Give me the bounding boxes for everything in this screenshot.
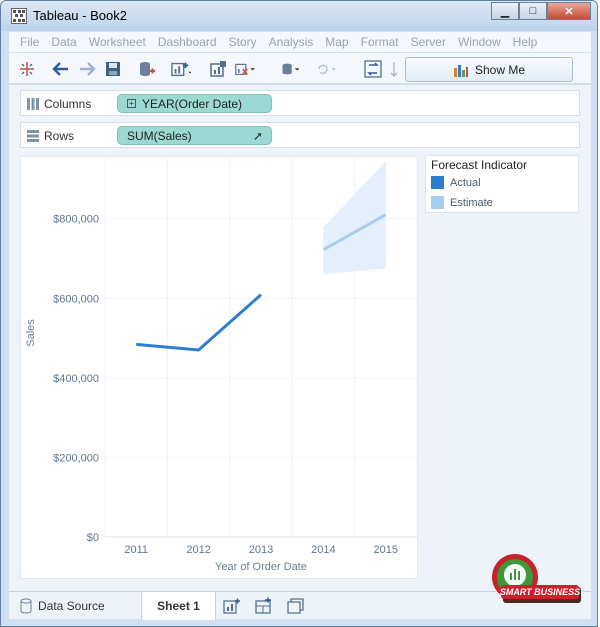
columns-icon	[27, 98, 39, 110]
menu-bar: File Data Worksheet Dashboard Story Anal…	[9, 32, 591, 52]
new-data-source-icon[interactable]	[137, 59, 157, 79]
sheet-1-tab[interactable]: Sheet 1	[142, 592, 216, 620]
legend-item-actual[interactable]: Actual	[431, 176, 481, 189]
worksheet-area: Columns + YEAR(Order Date) Rows SUM(Sale…	[9, 85, 591, 591]
x-axis-label: Year of Order Date	[215, 561, 307, 573]
menu-data[interactable]: Data	[51, 35, 77, 49]
status-bar: Data Source Sheet 1	[9, 591, 591, 620]
y-tick-label: $0	[87, 532, 99, 544]
show-me-label: Show Me	[474, 62, 526, 77]
y-tick-label: $600,000	[53, 293, 99, 305]
expand-plus-icon[interactable]: +	[127, 99, 136, 108]
columns-shelf[interactable]: Columns + YEAR(Order Date)	[20, 90, 580, 116]
rows-pill[interactable]: SUM(Sales) ➚	[117, 126, 272, 145]
y-tick-label: $200,000	[53, 452, 99, 464]
columns-pill-label: YEAR(Order Date)	[142, 96, 243, 111]
menu-dashboard[interactable]: Dashboard	[157, 35, 217, 49]
legend-swatch-estimate	[431, 196, 444, 209]
tableau-app-icon	[11, 8, 27, 24]
forward-arrow-icon[interactable]	[77, 59, 97, 79]
menu-file[interactable]: File	[20, 35, 40, 49]
window-title: Tableau - Book2	[33, 8, 127, 23]
forecast-legend: Forecast Indicator Actual Estimate	[425, 155, 579, 213]
new-story-tab-icon[interactable]	[287, 597, 305, 615]
legend-title: Forecast Indicator	[431, 158, 528, 172]
data-source-tab-label: Data Source	[38, 599, 105, 613]
menu-format[interactable]: Format	[360, 35, 399, 49]
data-source-tab[interactable]: Data Source	[9, 592, 142, 620]
menu-window[interactable]: Window	[457, 35, 501, 49]
x-tick-label: 2013	[249, 544, 273, 556]
refresh-icon[interactable]	[317, 59, 337, 79]
close-button[interactable]: ✕	[547, 2, 591, 20]
menu-worksheet[interactable]: Worksheet	[88, 35, 146, 49]
trend-arrow-icon: ➚	[252, 129, 263, 143]
y-axis-label: Sales	[25, 319, 37, 347]
data-source-tab-icon	[20, 598, 32, 614]
x-tick-label: 2014	[311, 544, 335, 556]
columns-label: Columns	[44, 97, 92, 111]
y-tick-label: $400,000	[53, 373, 99, 385]
maximize-button[interactable]: □	[519, 2, 547, 20]
rows-pill-label: SUM(Sales)	[127, 128, 192, 143]
series-line-estimate[interactable]	[322, 213, 387, 252]
back-arrow-icon[interactable]	[51, 59, 71, 79]
legend-label-estimate: Estimate	[450, 196, 493, 209]
new-dashboard-tab-icon[interactable]	[255, 597, 273, 615]
x-tick-label: 2012	[186, 544, 210, 556]
y-tick-label: $800,000	[53, 214, 99, 226]
bar-chart-icon	[453, 64, 468, 77]
menu-story[interactable]: Story	[228, 35, 257, 49]
legend-label-actual: Actual	[450, 176, 481, 189]
new-worksheet-tab-icon[interactable]	[223, 597, 241, 615]
menu-map[interactable]: Map	[325, 35, 349, 49]
smart-business-logo: SMART BUSINESS	[487, 551, 587, 615]
sheet-1-tab-label: Sheet 1	[157, 599, 200, 613]
menu-help[interactable]: Help	[512, 35, 538, 49]
rows-icon	[27, 130, 39, 142]
title-bar[interactable]: Tableau - Book2 ▁ □ ✕	[1, 1, 597, 31]
x-tick-label: 2011	[124, 544, 148, 556]
duplicate-icon[interactable]	[209, 59, 229, 79]
rows-label: Rows	[44, 129, 75, 143]
swap-icon[interactable]	[363, 59, 383, 79]
sort-icon[interactable]	[387, 59, 407, 79]
line-chart[interactable]: $0 $200,000 $400,000 $600,000 $800,000 2011 2…	[21, 157, 419, 580]
forecast-band	[323, 160, 386, 275]
show-me-button[interactable]: Show Me	[405, 57, 573, 82]
rows-shelf[interactable]: Rows SUM(Sales) ➚	[20, 122, 580, 148]
x-tick-label: 2015	[374, 544, 398, 556]
clear-sheet-icon[interactable]	[235, 59, 255, 79]
tableau-logo-icon[interactable]	[17, 59, 37, 79]
series-line-actual[interactable]	[136, 293, 262, 352]
columns-pill[interactable]: + YEAR(Order Date)	[117, 94, 272, 113]
data-source-icon[interactable]	[281, 59, 301, 79]
save-icon[interactable]	[103, 59, 123, 79]
chart-panel: $0 $200,000 $400,000 $600,000 $800,000 2011 2…	[20, 156, 418, 579]
legend-swatch-actual	[431, 176, 444, 189]
watermark-text: SMART BUSINESS	[500, 587, 580, 597]
toolbar: Show Me	[9, 53, 591, 84]
minimize-button[interactable]: ▁	[491, 2, 519, 20]
menu-server[interactable]: Server	[410, 35, 446, 49]
legend-item-estimate[interactable]: Estimate	[431, 196, 493, 209]
new-worksheet-icon[interactable]	[171, 59, 191, 79]
menu-analysis[interactable]: Analysis	[268, 35, 314, 49]
